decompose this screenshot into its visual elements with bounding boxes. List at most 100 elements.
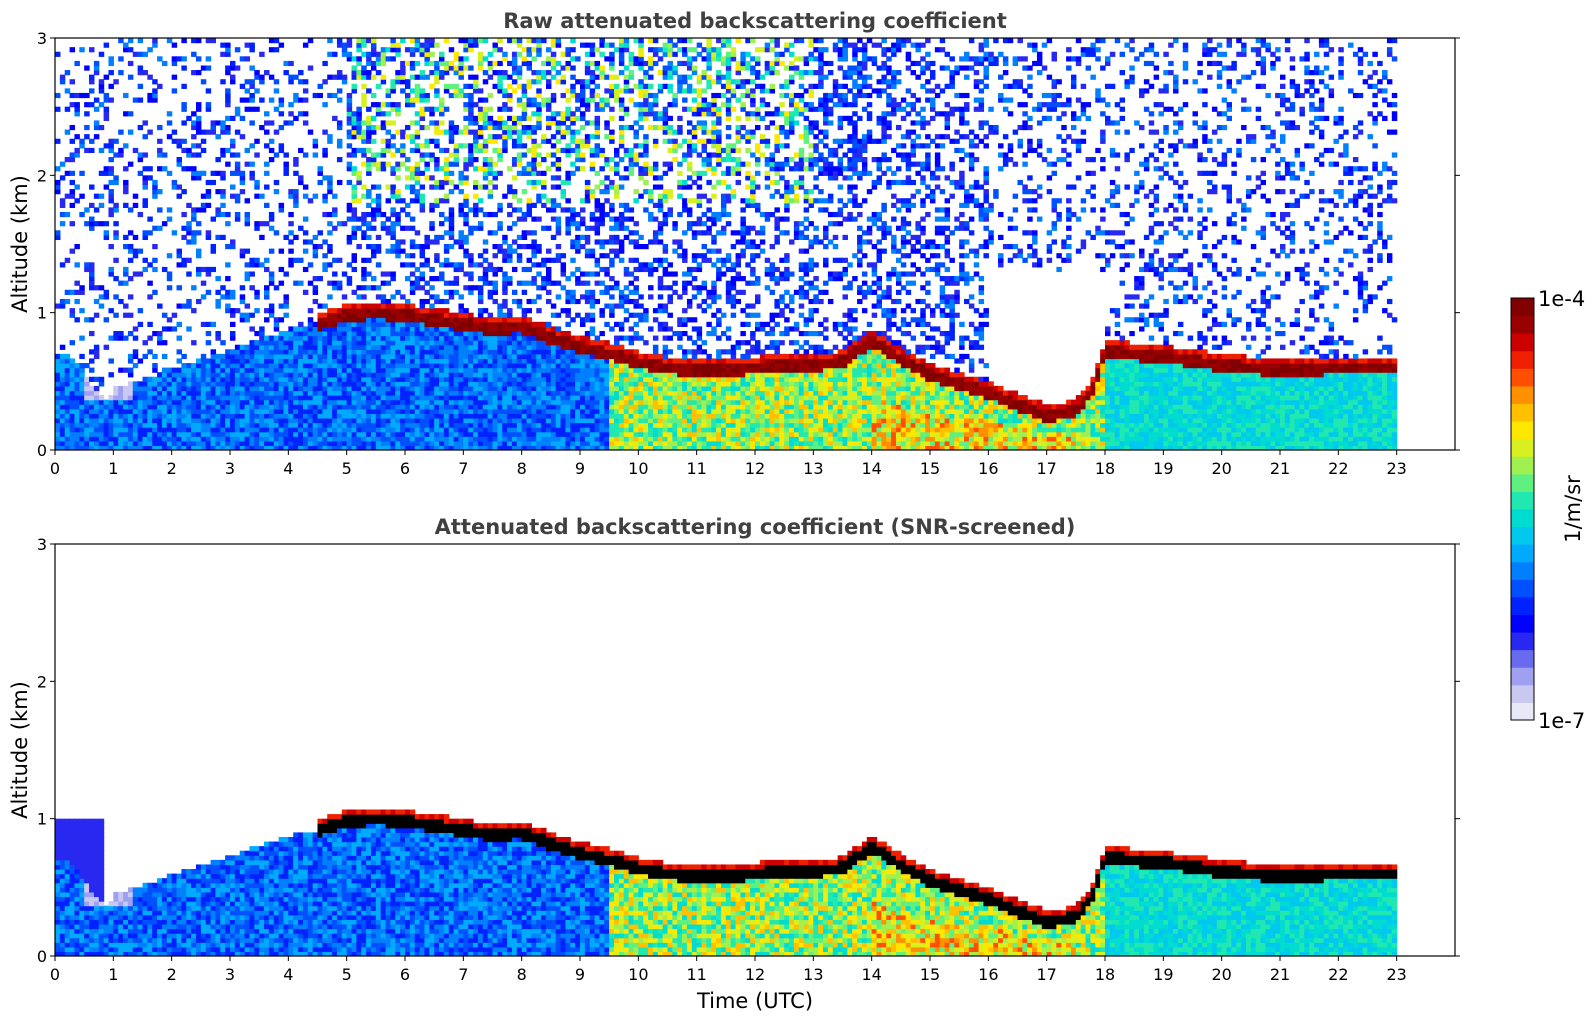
heatmap-cell <box>443 427 450 433</box>
heatmap-cell <box>278 248 285 254</box>
heatmap-cell <box>531 280 537 286</box>
heatmap-cell <box>400 60 406 67</box>
heatmap-cell <box>59 427 66 433</box>
heatmap-cell <box>497 152 503 158</box>
heatmap-cell <box>521 321 528 327</box>
heatmap-cell <box>473 417 479 424</box>
heatmap-cell <box>516 152 523 158</box>
heatmap-cell <box>375 60 382 67</box>
heatmap-cell <box>157 440 163 447</box>
heatmap-cell <box>414 97 421 103</box>
heatmap-cell <box>439 106 445 112</box>
heatmap-cell <box>463 317 469 323</box>
heatmap-cell <box>123 166 129 172</box>
heatmap-cell <box>516 408 523 414</box>
heatmap-cell <box>545 124 552 131</box>
heatmap-cell <box>254 440 260 447</box>
heatmap-cell <box>161 381 168 387</box>
heatmap-cell <box>584 179 591 186</box>
heatmap-cell <box>419 51 426 57</box>
heatmap-cell <box>545 70 552 76</box>
heatmap-cell <box>69 312 76 318</box>
heatmap-cell <box>322 312 328 318</box>
heatmap-cell <box>108 211 114 218</box>
heatmap-cell <box>346 56 353 62</box>
heatmap-cell <box>336 381 343 387</box>
heatmap-cell <box>302 97 309 103</box>
heatmap-cell <box>390 230 396 236</box>
heatmap-cell <box>361 134 367 140</box>
heatmap-cell <box>200 170 207 176</box>
heatmap-cell <box>502 363 508 369</box>
heatmap-cell <box>580 207 586 213</box>
heatmap-cell <box>541 321 547 327</box>
heatmap-cell <box>395 175 401 181</box>
heatmap-cell <box>283 422 289 428</box>
heatmap-cell <box>380 120 387 126</box>
heatmap-cell <box>317 326 323 332</box>
heatmap-cell <box>516 340 523 346</box>
heatmap-cell <box>448 225 455 231</box>
heatmap-cell <box>492 138 498 144</box>
heatmap-cell <box>429 385 435 392</box>
heatmap-cell <box>429 138 435 144</box>
heatmap-cell <box>137 395 144 401</box>
heatmap-cell <box>511 115 518 121</box>
heatmap-cell <box>307 440 314 447</box>
heatmap-cell <box>443 417 450 424</box>
heatmap-cell <box>268 422 275 428</box>
heatmap-cell <box>336 431 343 437</box>
heatmap-cell <box>278 266 285 273</box>
heatmap-cell <box>380 280 387 286</box>
heatmap-cell <box>482 372 489 378</box>
heatmap-cell <box>79 367 85 373</box>
heatmap-cell <box>93 285 100 291</box>
heatmap-cell <box>434 422 440 428</box>
heatmap-cell <box>550 395 557 401</box>
heatmap-cell <box>288 189 294 195</box>
heatmap-cell <box>458 367 464 373</box>
heatmap-cell <box>322 408 328 414</box>
heatmap-cell <box>59 262 66 268</box>
heatmap-cell <box>205 372 212 378</box>
heatmap-cell <box>375 321 382 327</box>
heatmap-cell <box>254 353 260 360</box>
heatmap-cell <box>254 413 260 419</box>
heatmap-cell <box>171 138 178 144</box>
heatmap-cell <box>458 56 464 62</box>
heatmap-cell <box>448 367 455 373</box>
heatmap-cell <box>171 230 178 236</box>
heatmap-cell <box>487 372 494 378</box>
heatmap-cell <box>492 60 498 67</box>
heatmap-cell <box>492 42 498 48</box>
heatmap-cell <box>366 257 372 263</box>
heatmap-cell <box>580 436 586 442</box>
heatmap-cell <box>98 440 105 447</box>
heatmap-cell <box>166 207 173 213</box>
heatmap-cell <box>507 408 513 414</box>
heatmap-cell <box>429 353 435 360</box>
heatmap-cell <box>526 326 532 332</box>
heatmap-cell <box>409 147 416 154</box>
heatmap-cell <box>375 161 382 167</box>
heatmap-cell <box>210 404 217 410</box>
heatmap-cell <box>477 408 484 414</box>
heatmap-cell <box>98 381 105 387</box>
heatmap-cell <box>419 376 426 382</box>
heatmap-cell <box>473 367 479 373</box>
heatmap-cell <box>468 38 474 44</box>
heatmap-cell <box>351 234 357 241</box>
heatmap-cell <box>302 408 309 414</box>
heatmap-cell <box>89 147 95 154</box>
heatmap-cell <box>268 363 275 369</box>
heatmap-cell <box>64 358 71 364</box>
heatmap-cell <box>234 111 241 117</box>
heatmap-cell <box>458 129 464 135</box>
heatmap-cell <box>205 417 212 424</box>
heatmap-cell <box>370 244 377 250</box>
heatmap-cell <box>516 422 523 428</box>
heatmap-cell <box>366 376 372 382</box>
heatmap-cell <box>118 431 124 437</box>
heatmap-cell <box>516 257 523 263</box>
heatmap-cell <box>448 431 455 437</box>
